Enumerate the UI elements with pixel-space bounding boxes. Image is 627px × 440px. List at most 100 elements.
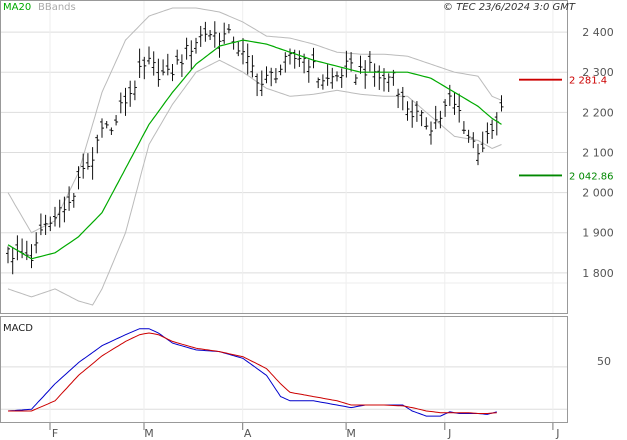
ohlc-bar <box>179 54 184 77</box>
ohlc-bar <box>457 93 462 123</box>
ma20-legend: MA20 <box>3 2 31 13</box>
price-panel-frame <box>0 0 568 314</box>
ohlc-bar <box>34 232 39 254</box>
ohlc-bar <box>226 24 231 34</box>
ohlc-bar <box>212 21 217 48</box>
ohlc-bar <box>104 121 109 129</box>
ohlc-bar <box>151 51 156 76</box>
ohlc-bar <box>339 68 344 88</box>
ohlc-bar <box>349 52 354 72</box>
ohlc-bar <box>38 213 43 236</box>
ohlc-bar <box>165 53 170 76</box>
macd-series-line <box>7 328 497 417</box>
month-label: J <box>555 427 559 440</box>
ohlc-bar <box>137 48 142 78</box>
ohlc-bar <box>95 134 100 154</box>
ohlc-bar <box>118 92 123 114</box>
ohlc-bar <box>57 199 62 228</box>
ohlc-bar <box>208 30 213 41</box>
resistance-level-label: 2 281.4 <box>569 76 607 87</box>
ohlc-bar <box>386 73 391 92</box>
ohlc-bar <box>259 70 264 97</box>
ohlc-bar <box>405 101 410 121</box>
macd-tick-50: 50 <box>597 355 611 368</box>
ohlc-bar <box>71 193 76 208</box>
bollinger-bands <box>7 7 502 306</box>
ohlc-bar <box>297 50 302 67</box>
ohlc-bar <box>241 38 245 65</box>
ohlc-bar <box>414 101 419 122</box>
ohlc-bar <box>48 216 53 232</box>
macd-gridlines <box>1 366 567 410</box>
price-tick-label: 2 200 <box>582 106 614 119</box>
ohlc-bar <box>161 59 166 76</box>
month-gridlines <box>49 1 554 430</box>
ohlc-bar <box>320 74 325 90</box>
month-label: M <box>346 427 356 440</box>
ohlc-bar <box>424 117 429 130</box>
ohlc-bar <box>273 68 278 84</box>
macd-panel-frame <box>0 316 568 423</box>
macd-label: MACD <box>3 323 33 334</box>
month-label: A <box>244 427 252 440</box>
ohlc-bar <box>400 86 405 111</box>
ohlc-bar <box>466 129 471 143</box>
ohlc-bar <box>288 48 292 65</box>
ohlc-bar <box>24 240 29 261</box>
ohlc-bar <box>447 84 452 106</box>
ohlc-bar <box>476 143 480 166</box>
ohlc-bar <box>377 65 382 90</box>
ohlc-bar <box>316 77 321 89</box>
ohlc-bar <box>269 67 274 87</box>
ohlc-bar <box>363 60 368 89</box>
price-tick-label: 2 100 <box>582 146 614 159</box>
ohlc-bar <box>81 153 86 179</box>
ohlc-bar <box>189 40 194 70</box>
ohlc-bar <box>490 119 495 139</box>
copyright-text: © TEC 23/6/2024 3:0 GMT <box>443 2 576 13</box>
ohlc-bar <box>100 118 104 138</box>
ohlc-bar <box>147 46 151 65</box>
ohlc-bar <box>62 196 67 223</box>
ohlc-bar <box>358 55 363 74</box>
ohlc-bar <box>184 37 189 60</box>
month-label: F <box>52 427 58 440</box>
ohlc-bar <box>53 206 57 227</box>
ohlc-bar <box>410 100 415 128</box>
price-tick-label: 2 000 <box>582 187 614 200</box>
ohlc-bar <box>278 64 283 76</box>
ohlc-bar <box>175 49 180 65</box>
ohlc-bar <box>292 49 297 69</box>
ohlc-bar <box>198 25 203 47</box>
price-gridlines <box>1 31 567 284</box>
ohlc-bar <box>156 58 161 87</box>
ohlc-bar <box>203 21 208 42</box>
ohlc-bar <box>335 71 339 82</box>
ohlc-bar <box>142 56 147 80</box>
price-tick-labels: 1 800 1 900 2 000 2 100 2 200 2 300 2 400 <box>582 26 614 280</box>
ohlc-bar <box>43 214 48 235</box>
ohlc-bar <box>85 153 90 170</box>
level-lines: 2 281.4 2 042.86 <box>519 76 614 182</box>
ohlc-bar <box>330 67 335 89</box>
ohlc-bar <box>245 43 250 75</box>
ohlc-bar <box>344 50 349 78</box>
ohlc-bar <box>419 110 424 127</box>
price-tick-label: 1 900 <box>582 227 614 240</box>
price-tick-label: 2 300 <box>582 66 614 79</box>
ohlc-bar <box>443 99 448 117</box>
ohlc-bar <box>499 95 504 112</box>
ohlc-bar <box>353 74 358 85</box>
ohlc-bar <box>396 88 401 109</box>
ohlc-bar <box>429 121 433 145</box>
month-label: J <box>447 427 451 440</box>
ohlc-bar <box>471 132 476 149</box>
ohlc-bar <box>132 80 137 101</box>
signal-series-line <box>8 332 497 414</box>
ohlc-bar <box>109 127 114 135</box>
price-tick-label: 1 800 <box>582 267 614 280</box>
ohlc-bar <box>485 122 490 144</box>
ma20-series-line <box>7 39 502 260</box>
